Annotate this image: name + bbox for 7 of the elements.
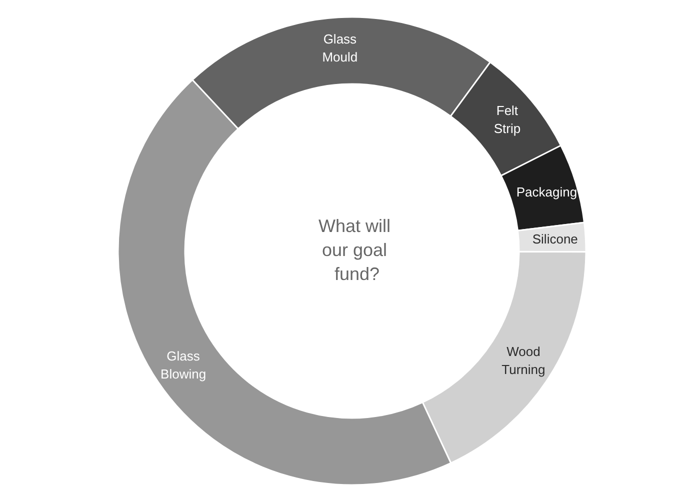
text: What will our goal fund? <box>318 216 396 284</box>
slice-label: Glass Mould <box>322 31 358 64</box>
slice-label: Felt Strip <box>494 102 521 136</box>
slice-label: Packaging <box>516 184 578 200</box>
slice-label: Silicone <box>532 231 578 246</box>
slice-label: Glass Blowing <box>160 348 206 382</box>
slice-label: Wood Turning <box>502 344 546 378</box>
